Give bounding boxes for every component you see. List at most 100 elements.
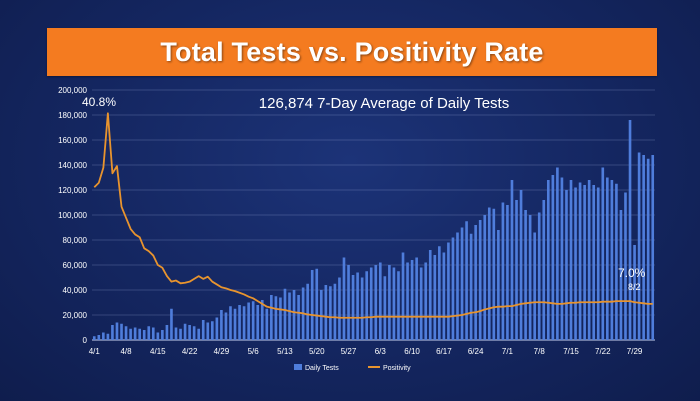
daily-tests-bar (151, 327, 155, 340)
daily-tests-bar (360, 277, 364, 340)
title-banner: Total Tests vs. Positivity Rate (47, 28, 657, 76)
daily-tests-bar (224, 312, 228, 340)
daily-tests-bar (256, 305, 260, 340)
daily-tests-bar (111, 325, 114, 340)
chart-subtitle: 126,874 7-Day Average of Daily Tests (259, 95, 509, 112)
daily-tests-bar (215, 317, 219, 340)
daily-tests-bar (551, 175, 555, 340)
daily-tests-bar (601, 167, 605, 340)
daily-tests-bar (465, 221, 468, 340)
daily-tests-bar (610, 180, 614, 340)
daily-tests-bar (165, 325, 169, 340)
daily-tests-bar (565, 190, 568, 340)
daily-tests-bar (438, 246, 441, 340)
daily-tests-bar (251, 301, 255, 340)
daily-tests-bar (388, 265, 391, 340)
daily-tests-bar (406, 262, 409, 340)
daily-tests-bar (192, 326, 196, 340)
daily-tests-bar (374, 265, 378, 340)
daily-tests-bar (174, 327, 178, 340)
x-tick-label: 6/3 (375, 347, 387, 356)
daily-tests-bar (347, 265, 350, 340)
x-axis: 4/1 4/8 4/15 4/22 4/29 5/6 5/13 5/20 5/27 6/3 6/10… (89, 347, 643, 356)
daily-tests-bars (92, 120, 655, 340)
daily-tests-bar (338, 277, 341, 340)
daily-tests-bar (133, 327, 137, 340)
daily-tests-bar (383, 276, 387, 340)
daily-tests-bar (329, 286, 332, 340)
daily-tests-bar (574, 187, 577, 340)
legend-bars-label: Daily Tests (305, 365, 339, 372)
daily-tests-bar (424, 262, 428, 340)
daily-tests-bar (92, 336, 96, 340)
y-tick-label: 60,000 (63, 261, 88, 270)
daily-tests-bar (156, 332, 160, 340)
daily-tests-bar (115, 322, 119, 340)
daily-tests-bar (442, 252, 446, 340)
daily-tests-bar (433, 255, 437, 340)
daily-tests-bar (319, 290, 323, 340)
x-tick-label: 6/17 (436, 347, 452, 356)
daily-tests-bar (519, 190, 523, 340)
slide-title: Total Tests vs. Positivity Rate (160, 36, 544, 67)
daily-tests-bar (333, 283, 337, 340)
daily-tests-bar (197, 328, 201, 340)
daily-tests-bar (201, 320, 205, 340)
y-tick-label: 80,000 (63, 236, 88, 245)
daily-tests-bar (124, 326, 128, 340)
y-tick-label: 180,000 (58, 111, 87, 120)
daily-tests-bar (556, 167, 559, 340)
daily-tests-bar (619, 210, 623, 340)
daily-tests-bar (497, 230, 500, 340)
daily-tests-bar (587, 180, 591, 340)
y-tick-label: 20,000 (63, 311, 88, 320)
daily-tests-bar (397, 271, 400, 340)
daily-tests-bar (242, 306, 246, 340)
daily-tests-bar (188, 325, 191, 340)
legend: Daily Tests Positivity (294, 364, 411, 372)
daily-tests-bar (292, 290, 296, 340)
daily-tests-bar (492, 208, 496, 340)
daily-tests-bar (528, 215, 532, 340)
daily-tests-bar (469, 233, 473, 340)
x-tick-label: 6/10 (404, 347, 420, 356)
daily-tests-bar (220, 310, 223, 340)
daily-tests-bar (138, 328, 141, 340)
x-tick-label: 4/15 (150, 347, 166, 356)
daily-tests-bar (297, 295, 300, 340)
x-tick-label: 4/8 (120, 347, 132, 356)
daily-tests-bar (537, 212, 541, 340)
daily-tests-bar (628, 120, 632, 340)
latest-date-label: 8/2 (628, 282, 641, 292)
daily-tests-bar (142, 330, 146, 340)
daily-tests-bar (460, 227, 464, 340)
daily-tests-bar (487, 207, 491, 340)
positivity-line-group (93, 112, 653, 319)
daily-tests-bar (283, 288, 287, 340)
x-tick-label: 7/1 (502, 347, 514, 356)
legend-line-label: Positivity (383, 365, 411, 372)
daily-tests-bar (365, 271, 368, 340)
daily-tests-bar (606, 177, 609, 340)
latest-positivity-label: 7.0% (618, 266, 646, 280)
daily-tests-bar (596, 187, 600, 340)
y-tick-label: 100,000 (58, 211, 87, 220)
daily-tests-bar (533, 232, 536, 340)
daily-tests-bar (238, 305, 241, 340)
daily-tests-bar (401, 252, 405, 340)
peak-positivity-label: 40.8% (82, 95, 116, 109)
y-tick-label: 140,000 (58, 161, 87, 170)
daily-tests-bar (624, 192, 627, 340)
positivity-line (93, 112, 653, 319)
daily-tests-bar (161, 330, 164, 340)
x-tick-label: 7/8 (534, 347, 546, 356)
x-tick-label: 5/27 (341, 347, 357, 356)
daily-tests-bar (310, 270, 314, 340)
daily-tests-bar (106, 333, 110, 340)
x-tick-label: 7/29 (627, 347, 643, 356)
daily-tests-bar (428, 250, 432, 340)
daily-tests-bar (524, 210, 527, 340)
daily-tests-bar (633, 245, 636, 340)
daily-tests-bar (306, 283, 309, 340)
